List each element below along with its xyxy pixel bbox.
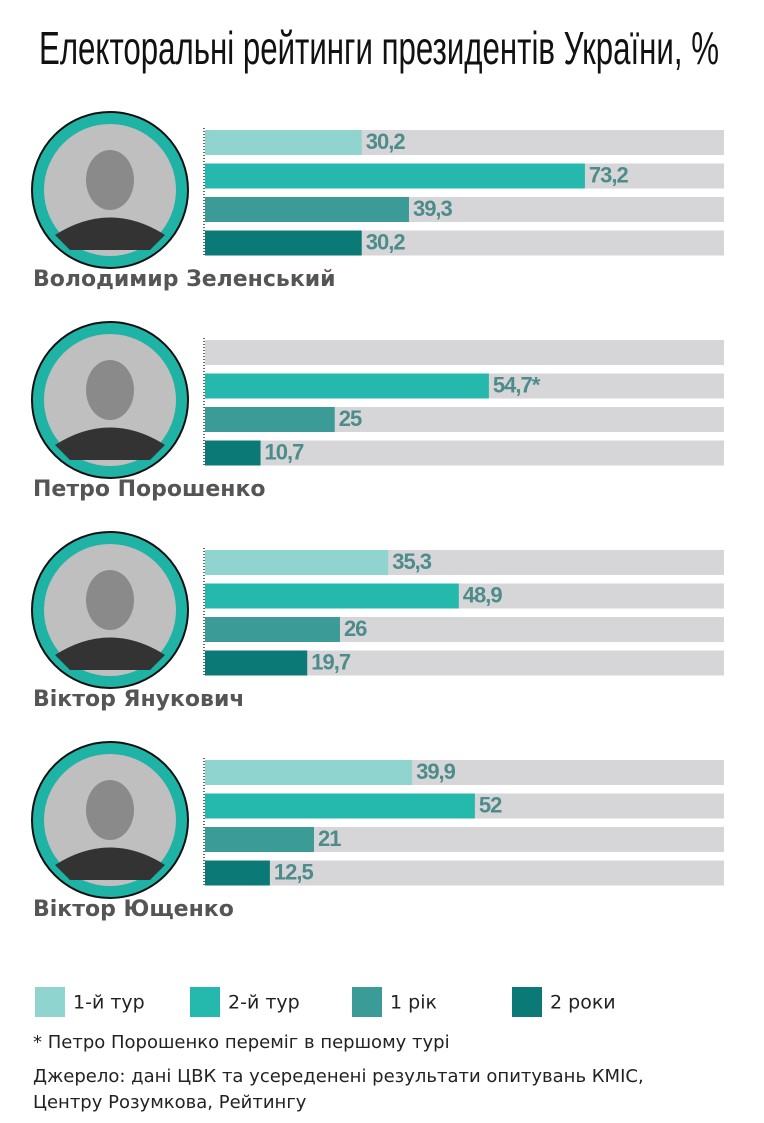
photo-body [55, 637, 165, 670]
value-label: 73,2 [589, 162, 629, 187]
bar-track [205, 340, 724, 365]
bar [205, 407, 335, 432]
photo-head [86, 570, 134, 630]
category-label: Віктор Янукович [33, 687, 244, 712]
bar [205, 373, 489, 399]
bar-track [205, 860, 724, 886]
category-label: Віктор Ющенко [33, 897, 234, 922]
value-label: 35,3 [392, 549, 432, 574]
legend-swatch [35, 987, 65, 1017]
photo-body [55, 427, 165, 460]
bar [205, 163, 585, 189]
source-line: Джерело: дані ЦВК та усереденені результ… [33, 1066, 644, 1087]
photo-head [86, 150, 134, 210]
value-label: 25 [339, 406, 362, 431]
legend-label: 1-й тур [73, 992, 145, 1014]
value-label: 10,7 [265, 439, 305, 464]
legend-swatch [190, 987, 220, 1017]
chart-title: Електоральні рейтинги президентів Україн… [39, 22, 719, 74]
legend-swatch [352, 987, 382, 1017]
value-label: 19,7 [311, 649, 351, 674]
value-label: 39,9 [416, 759, 456, 784]
value-label: 12,5 [274, 859, 314, 884]
bar [205, 550, 389, 575]
value-label: 30,2 [366, 129, 406, 154]
footnote: * Петро Порошенко переміг в першому турі [33, 1032, 450, 1053]
bar [205, 760, 413, 785]
category-label: Володимир Зеленський [33, 267, 336, 292]
bar [205, 827, 314, 852]
source-line: Центру Розумкова, Рейтингу [33, 1092, 307, 1113]
bar [205, 130, 362, 155]
value-label: 26 [344, 616, 367, 641]
bar [205, 650, 308, 676]
bar [205, 860, 270, 886]
value-label: 48,9 [463, 582, 503, 607]
bar [205, 440, 261, 466]
value-label: 21 [318, 826, 341, 851]
value-label: 39,3 [413, 196, 453, 221]
legend-label: 1 рік [390, 992, 437, 1014]
legend-label: 2-й тур [228, 992, 300, 1014]
value-label: 54,7* [493, 372, 541, 397]
category-label: Петро Порошенко [33, 477, 266, 502]
bar [205, 230, 362, 256]
value-label: 30,2 [366, 229, 406, 254]
value-label: 52 [479, 792, 502, 817]
bar [205, 793, 475, 819]
bar [205, 197, 409, 222]
photo-body [55, 847, 165, 880]
legend-label: 2 роки [550, 992, 616, 1014]
bar-track [205, 440, 724, 466]
bar [205, 583, 459, 609]
photo-head [86, 360, 134, 420]
bar [205, 617, 340, 642]
photo-head [86, 780, 134, 840]
photo-body [55, 217, 165, 250]
legend-swatch [512, 987, 542, 1017]
